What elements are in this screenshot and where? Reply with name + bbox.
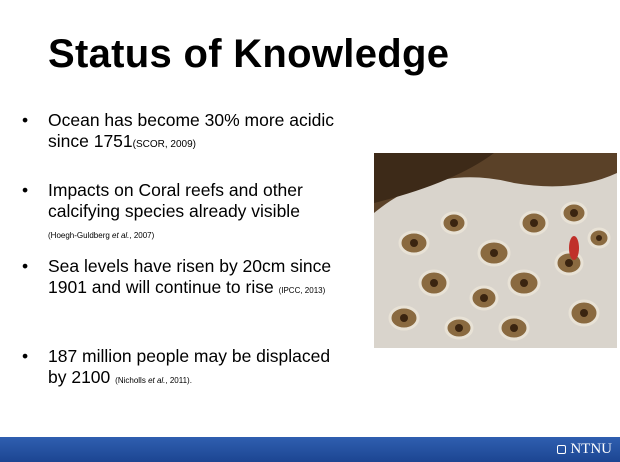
bullet: • 187 million people may be displaced by… (22, 346, 352, 391)
citation: , 2007) (129, 231, 154, 240)
bullet: • Impacts on Coral reefs and other calci… (22, 180, 352, 246)
bullet-text: Impacts on Coral reefs and other calcify… (48, 180, 303, 221)
slide-title: Status of Knowledge (48, 32, 449, 77)
coral-photo (374, 153, 617, 348)
citation: , 2011). (165, 376, 192, 385)
citation: et al. (148, 376, 165, 385)
citation: et al. (112, 231, 129, 240)
citation: (Hoegh-Guldberg (48, 231, 112, 240)
bullet: • Ocean has become 30% more acidic since… (22, 110, 352, 155)
bullet-dot: • (22, 256, 28, 277)
footer-bar: NTNU (0, 437, 620, 462)
logo-text: NTNU (570, 441, 612, 458)
bullet-dot: • (22, 346, 28, 367)
citation: (IPCC, 2013) (279, 286, 326, 295)
citation: (SCOR, 2009) (133, 139, 196, 150)
citation: (Nicholls (115, 376, 148, 385)
logo: NTNU (557, 441, 612, 458)
slide: Status of Knowledge • Ocean has become 3… (0, 0, 620, 462)
bullet-dot: • (22, 110, 28, 131)
bullet-dot: • (22, 180, 28, 201)
bullet: • Sea levels have risen by 20cm since 19… (22, 256, 352, 301)
